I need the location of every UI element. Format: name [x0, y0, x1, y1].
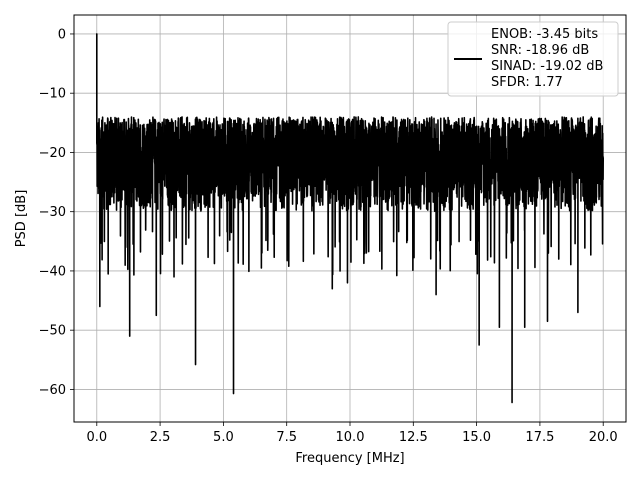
- x-tick-label: 7.5: [276, 430, 297, 445]
- legend: ENOB: -3.45 bits SNR: -18.96 dB SINAD: -…: [447, 21, 619, 97]
- y-tick-label: −40: [39, 264, 66, 279]
- y-tick-label: −60: [39, 383, 66, 398]
- legend-sinad: SINAD: -19.02 dB: [491, 59, 603, 74]
- x-tick-label: 12.5: [399, 430, 428, 445]
- x-tick-label: 20.0: [589, 430, 618, 445]
- y-axis-ticks: 0 −10 −20 −30 −40 −50 −60: [39, 27, 74, 398]
- x-tick-label: 17.5: [525, 430, 554, 445]
- x-tick-label: 5.0: [213, 430, 234, 445]
- legend-box: [447, 21, 619, 97]
- psd-series-line: [95, 33, 605, 404]
- y-tick-label: 0: [58, 27, 66, 42]
- y-tick-label: −10: [39, 87, 66, 102]
- plot-area: [95, 33, 605, 404]
- y-axis-label: PSD [dB]: [14, 190, 29, 248]
- y-tick-label: −50: [39, 324, 66, 339]
- x-tick-label: 0.0: [86, 430, 107, 445]
- legend-sfdr: SFDR: 1.77: [491, 75, 563, 90]
- x-tick-label: 10.0: [336, 430, 365, 445]
- x-axis-ticks: 0.0 2.5 5.0 7.5 10.0 12.5 15.0 17.5 20.0: [86, 422, 618, 445]
- y-tick-label: −20: [39, 146, 66, 161]
- legend-enob: ENOB: -3.45 bits: [491, 27, 598, 42]
- legend-snr: SNR: -18.96 dB: [491, 43, 589, 58]
- x-tick-label: 15.0: [462, 430, 491, 445]
- x-axis-label: Frequency [MHz]: [295, 451, 404, 466]
- x-tick-label: 2.5: [150, 430, 171, 445]
- y-tick-label: −30: [39, 205, 66, 220]
